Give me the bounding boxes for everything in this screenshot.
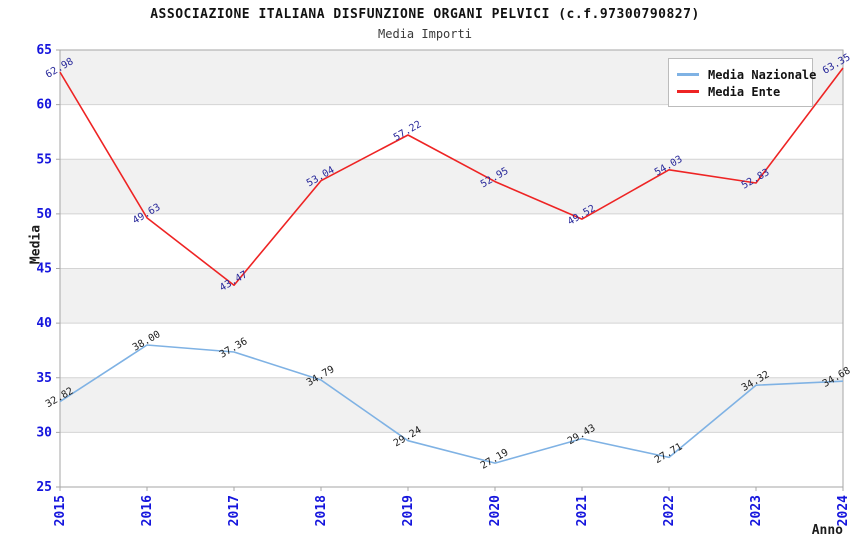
x-tick-label: 2019 [401, 495, 416, 526]
legend-swatch [677, 90, 699, 93]
x-tick-label: 2016 [140, 495, 155, 526]
y-tick-label: 25 [36, 480, 52, 495]
legend-label: Media Ente [708, 84, 781, 99]
legend: Media Nazionale Media Ente [668, 58, 816, 107]
chart-subtitle: Media Importi [378, 27, 472, 41]
x-tick-label: 2015 [53, 495, 68, 526]
y-axis-title: Media [28, 224, 44, 265]
y-tick-label: 55 [36, 152, 52, 167]
y-tick-label: 60 [36, 98, 52, 113]
series-line-media-nazionale [59, 344, 844, 464]
y-tick-label: 65 [36, 43, 52, 58]
x-tick-label: 2018 [314, 495, 329, 526]
y-tick-label: 40 [36, 316, 52, 331]
x-axis-title: Anno [811, 523, 843, 538]
legend-label: Media Nazionale [708, 67, 817, 82]
chart-title: ASSOCIAZIONE ITALIANA DISFUNZIONE ORGANI… [150, 7, 700, 22]
x-tick-label: 2023 [749, 495, 764, 526]
grid-band [60, 159, 843, 214]
legend-item-media-ente: Media Ente [677, 83, 804, 100]
y-tick-label: 30 [36, 425, 52, 440]
plot-border [59, 49, 844, 488]
x-tick-label: 2021 [575, 495, 590, 526]
grid-band [60, 377, 843, 433]
y-tick-label: 35 [36, 371, 52, 386]
x-tick-label: 2020 [488, 495, 503, 526]
x-tick-label: 2022 [662, 495, 677, 526]
data-label: 27.71 [653, 441, 685, 466]
legend-item-media-nazionale: Media Nazionale [677, 66, 816, 83]
grid-band [60, 268, 843, 324]
series-line-media-ente [59, 67, 844, 287]
data-label: 37.36 [218, 336, 250, 361]
data-label: 38.00 [131, 329, 163, 354]
y-tick-label: 50 [36, 207, 52, 222]
legend-swatch [677, 73, 699, 76]
x-tick-label: 2024 [836, 495, 850, 526]
y-tick-label: 45 [36, 262, 52, 277]
x-tick-label: 2017 [227, 495, 242, 526]
